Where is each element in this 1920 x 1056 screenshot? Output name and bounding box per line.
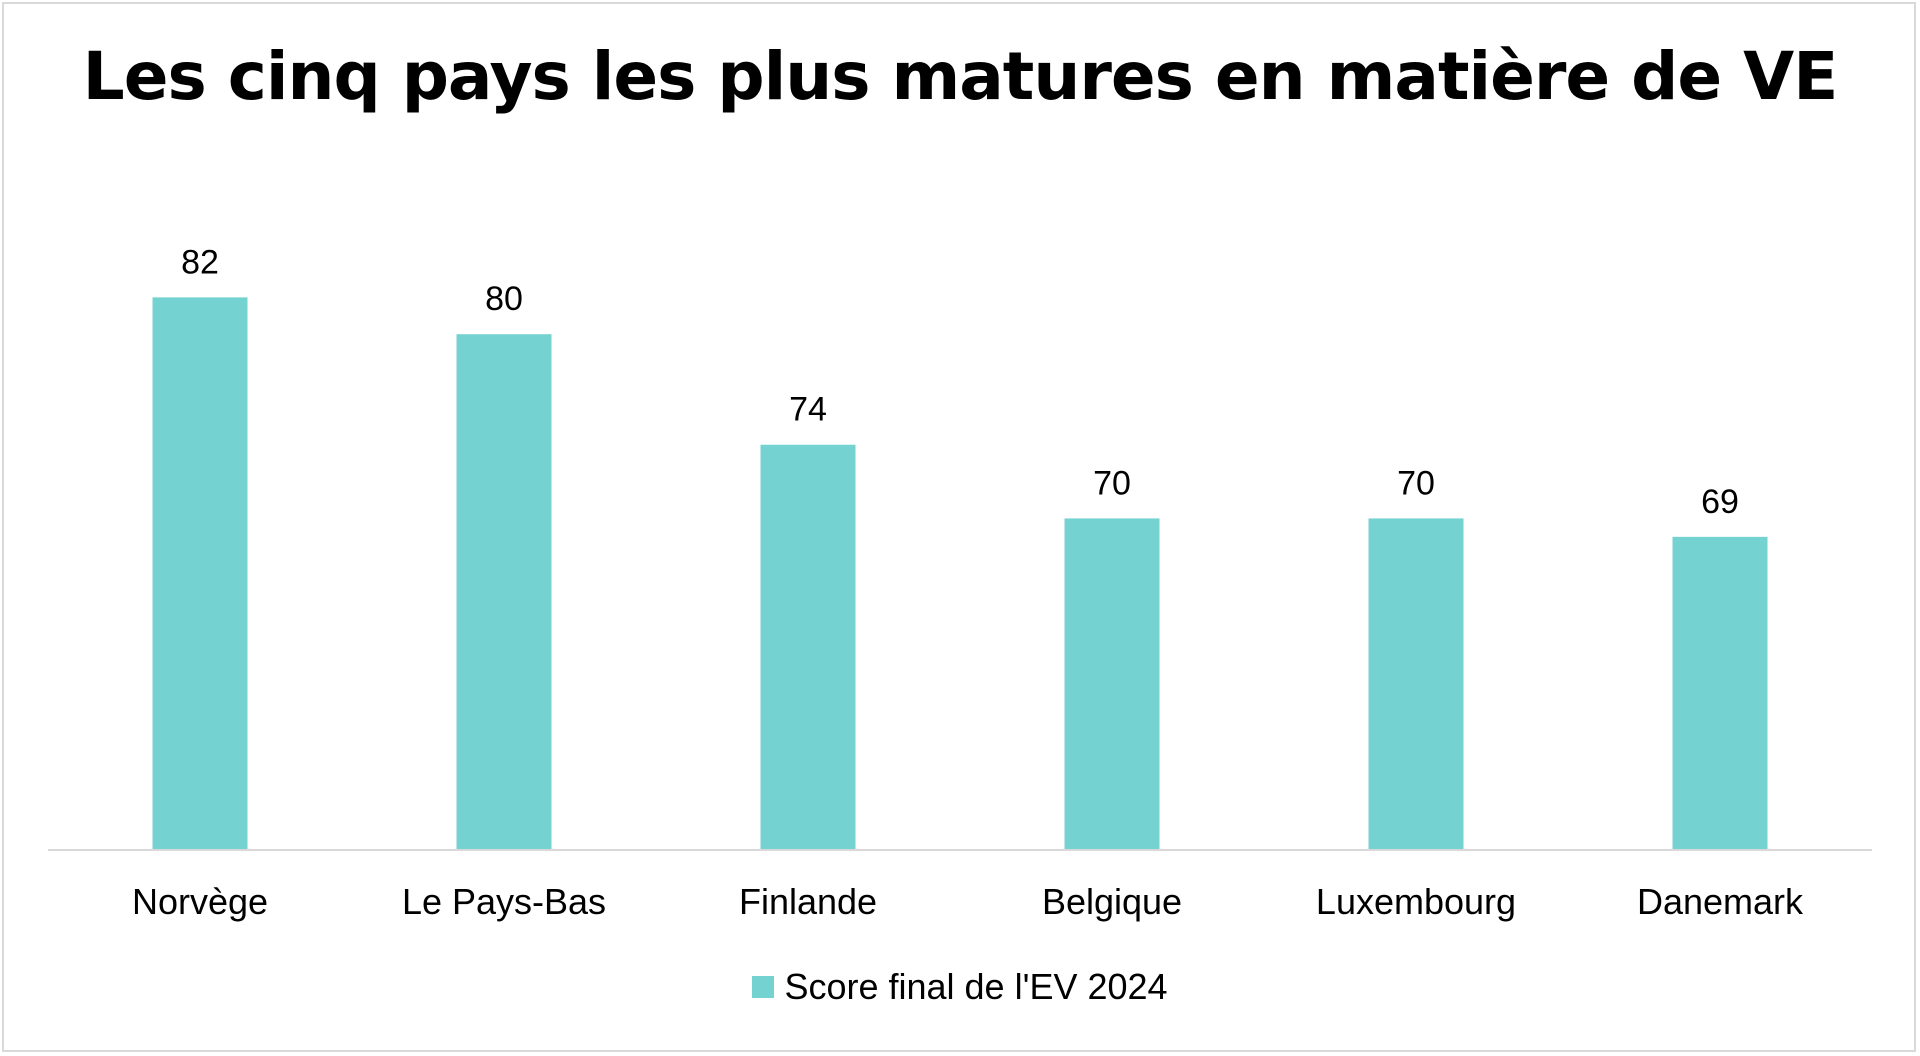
category-label-1: Le Pays-Bas [402, 881, 606, 922]
bar-3 [1064, 518, 1160, 850]
data-label-2: 74 [789, 391, 827, 429]
chart-legend: Score final de l'EV 2024 [0, 966, 1920, 1008]
data-label-4: 70 [1397, 464, 1435, 502]
bar-1 [456, 334, 552, 850]
legend-label: Score final de l'EV 2024 [784, 966, 1168, 1007]
category-label-5: Danemark [1637, 881, 1804, 922]
data-label-5: 69 [1701, 483, 1739, 521]
category-label-0: Norvège [132, 881, 268, 922]
category-label-4: Luxembourg [1316, 881, 1516, 922]
data-label-0: 82 [181, 243, 219, 281]
bar-5 [1672, 536, 1768, 850]
chart-title: Les cinq pays les plus matures en matièr… [82, 38, 1839, 115]
data-label-3: 70 [1093, 464, 1131, 502]
category-label-2: Finlande [739, 881, 877, 922]
bar-2 [760, 444, 856, 850]
legend-swatch [752, 976, 775, 998]
data-label-1: 80 [485, 280, 523, 318]
bar-4 [1368, 518, 1464, 850]
bar-0 [152, 297, 248, 850]
category-label-3: Belgique [1042, 881, 1182, 922]
